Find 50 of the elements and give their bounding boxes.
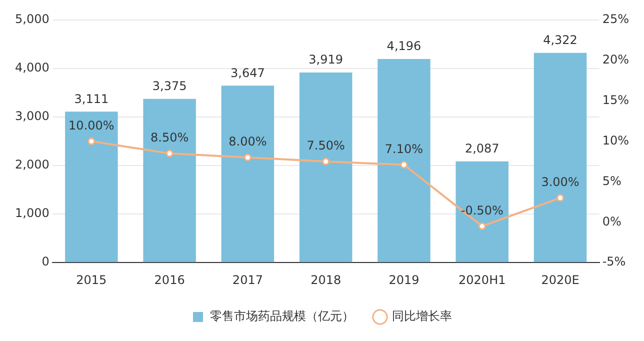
y2-tick-label: 5% xyxy=(602,174,622,188)
data-label: 8.00% xyxy=(228,134,267,149)
y2-tick-label: 15% xyxy=(602,92,629,107)
point xyxy=(322,158,330,166)
data-label: 4,322 xyxy=(543,33,578,48)
y2-tick-label: 10% xyxy=(602,133,629,148)
bar xyxy=(221,86,274,262)
legend-label: 零售市场药品规模（亿元） xyxy=(210,309,354,324)
y2-tick-label: 20% xyxy=(602,52,629,67)
y-tick-label: 3,000 xyxy=(14,109,50,124)
x-tick-label: 2016 xyxy=(154,272,185,287)
data-label: 3,647 xyxy=(230,66,265,80)
point xyxy=(88,138,96,146)
x-tick-label: 2017 xyxy=(232,272,263,287)
data-label: 3,111 xyxy=(74,92,109,106)
bar xyxy=(534,52,587,262)
y-tick-label: 0 xyxy=(42,254,50,269)
legend-label: 同比增长率 xyxy=(392,309,452,324)
x-tick-label: 2020E xyxy=(541,272,580,287)
bar xyxy=(143,98,196,262)
bar xyxy=(378,59,430,262)
point xyxy=(478,222,486,230)
data-label: 3,375 xyxy=(152,78,187,93)
x-tick-label: 2015 xyxy=(76,272,107,287)
data-label: 7.50% xyxy=(306,138,345,153)
y-tick-label: 1,000 xyxy=(14,206,50,220)
data-label: 10.00% xyxy=(68,118,114,132)
data-label: 3,919 xyxy=(308,52,344,67)
data-label: -0.50% xyxy=(460,203,504,218)
bar xyxy=(299,72,352,262)
data-label: 2,087 xyxy=(464,141,500,156)
point xyxy=(556,194,564,202)
y2-tick-label: 25% xyxy=(602,12,629,26)
bar xyxy=(456,161,508,262)
y-tick-label: 5,000 xyxy=(14,12,50,26)
bar xyxy=(65,112,118,262)
data-label: 3.00% xyxy=(541,175,580,190)
data-label: 4,196 xyxy=(386,39,422,54)
y2-tick-label: -5% xyxy=(602,254,626,269)
data-label: 8.50% xyxy=(150,130,189,145)
y-tick-label: 4,000 xyxy=(14,60,50,75)
data-label: 7.10% xyxy=(384,142,424,156)
x-tick-label: 2020H1 xyxy=(458,272,506,287)
point xyxy=(400,161,408,168)
x-tick-label: 2018 xyxy=(310,272,342,287)
y-tick-label: 2,000 xyxy=(14,158,50,172)
y2-tick-label: 0% xyxy=(602,214,622,228)
point xyxy=(244,154,252,162)
point xyxy=(166,150,174,158)
x-tick-label: 2019 xyxy=(388,272,420,287)
